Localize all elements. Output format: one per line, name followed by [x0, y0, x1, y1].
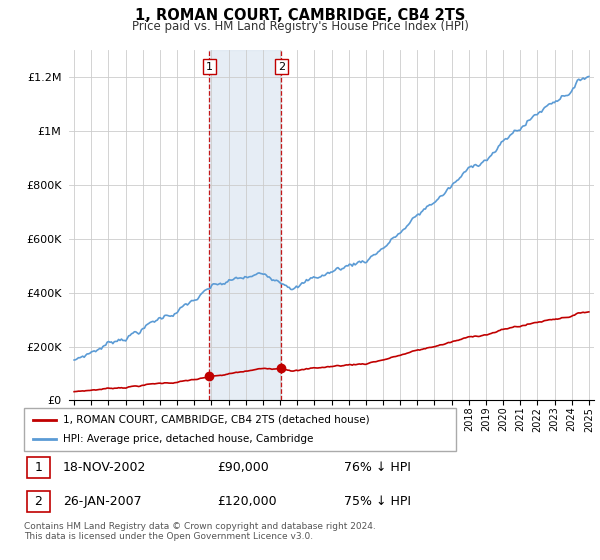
Bar	[27, 491, 50, 512]
Text: £120,000: £120,000	[217, 494, 277, 508]
Text: 2: 2	[278, 62, 285, 72]
Text: 76% ↓ HPI: 76% ↓ HPI	[344, 461, 411, 474]
Text: 18-NOV-2002: 18-NOV-2002	[62, 461, 146, 474]
Bar	[27, 458, 50, 478]
Text: Contains HM Land Registry data © Crown copyright and database right 2024.
This d: Contains HM Land Registry data © Crown c…	[24, 522, 376, 542]
Text: 1, ROMAN COURT, CAMBRIDGE, CB4 2TS: 1, ROMAN COURT, CAMBRIDGE, CB4 2TS	[135, 8, 465, 24]
Text: Price paid vs. HM Land Registry's House Price Index (HPI): Price paid vs. HM Land Registry's House …	[131, 20, 469, 33]
Text: £90,000: £90,000	[217, 461, 269, 474]
Text: 2: 2	[34, 494, 42, 508]
Text: 1: 1	[34, 461, 42, 474]
Text: 75% ↓ HPI: 75% ↓ HPI	[344, 494, 411, 508]
Text: 26-JAN-2007: 26-JAN-2007	[62, 494, 141, 508]
Text: 1: 1	[206, 62, 213, 72]
Bar	[209, 50, 281, 400]
Text: HPI: Average price, detached house, Cambridge: HPI: Average price, detached house, Camb…	[63, 435, 313, 444]
Text: 1, ROMAN COURT, CAMBRIDGE, CB4 2TS (detached house): 1, ROMAN COURT, CAMBRIDGE, CB4 2TS (deta…	[63, 415, 370, 424]
